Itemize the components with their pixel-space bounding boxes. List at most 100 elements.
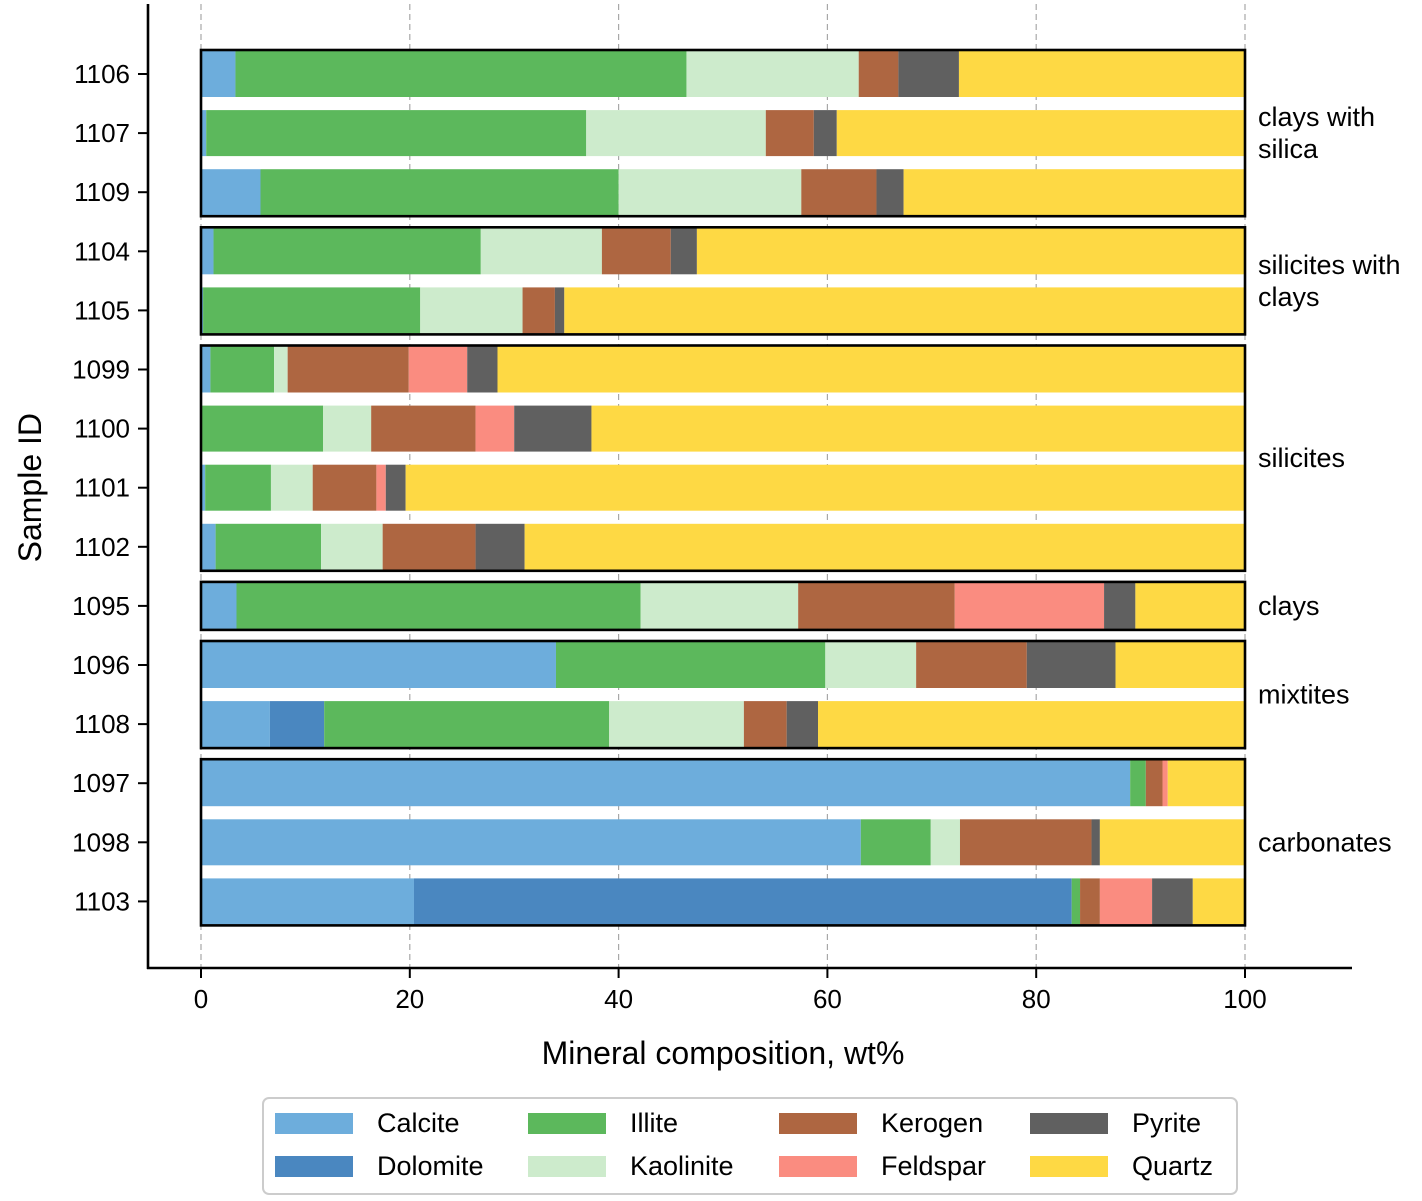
group-label-silicites-with-clays: silicites with clays bbox=[1258, 250, 1401, 312]
bar-1100-feldspar bbox=[475, 405, 515, 452]
bar-1095-kaolinite bbox=[640, 582, 799, 629]
legend-item-pyrite[interactable]: Pyrite bbox=[1030, 1108, 1201, 1138]
x-tick-label-0: 0 bbox=[194, 984, 208, 1014]
bar-1099-quartz bbox=[497, 346, 1246, 393]
bar-1101-illite bbox=[205, 464, 271, 511]
bar-1095-feldspar bbox=[954, 582, 1105, 629]
y-tick-label-1095: 1095 bbox=[72, 591, 130, 621]
legend-swatch-calcite bbox=[275, 1113, 353, 1134]
y-tick-label-1107: 1107 bbox=[74, 118, 130, 148]
y-tick-label-1100: 1100 bbox=[74, 414, 130, 444]
bar-1107-kaolinite bbox=[586, 110, 766, 157]
y-tick-label-1101: 1101 bbox=[74, 473, 130, 503]
bar-1095-illite bbox=[236, 582, 641, 629]
bar-1101-calcite bbox=[201, 464, 206, 511]
y-tick-label-1098: 1098 bbox=[72, 827, 130, 857]
legend-label-calcite: Calcite bbox=[377, 1108, 460, 1138]
bar-1107-kerogen bbox=[765, 110, 814, 157]
x-tick-label-80: 80 bbox=[1022, 984, 1051, 1014]
bar-1096-kerogen bbox=[916, 642, 1027, 688]
bar-1096-calcite bbox=[201, 642, 556, 688]
group-label-clays: clays bbox=[1258, 591, 1320, 621]
bar-1106-kaolinite bbox=[686, 51, 859, 97]
x-axis-title: Mineral composition, wt% bbox=[542, 1035, 905, 1071]
bar-1101-kaolinite bbox=[270, 464, 313, 511]
bar-1100-illite bbox=[202, 405, 324, 452]
bar-1108-dolomite bbox=[269, 701, 325, 748]
y-tick-label-1103: 1103 bbox=[74, 886, 130, 916]
legend[interactable]: Calcite Dolomite Illite Kaolinite Kerogen Fel… bbox=[262, 1097, 1238, 1195]
bar-1097-feldspar bbox=[1162, 760, 1168, 807]
legend-item-illite[interactable]: Illite bbox=[528, 1108, 678, 1138]
bar-1105-kerogen bbox=[522, 287, 555, 334]
bar-1108-quartz bbox=[818, 701, 1245, 748]
legend-label-pyrite: Pyrite bbox=[1132, 1108, 1201, 1138]
y-tick-label-1104: 1104 bbox=[74, 236, 130, 266]
legend-item-dolomite[interactable]: Dolomite bbox=[275, 1151, 484, 1181]
bar-1101-pyrite bbox=[385, 464, 406, 511]
group-label-carbonates: carbonates bbox=[1258, 827, 1392, 857]
group-box-clays bbox=[199, 580, 1247, 632]
bar-1097-illite bbox=[1130, 760, 1146, 807]
bar-1096-illite bbox=[555, 642, 826, 688]
bar-1109-kerogen bbox=[801, 169, 877, 216]
bar-1109-kaolinite bbox=[618, 169, 802, 216]
y-tick-label-1105: 1105 bbox=[74, 295, 130, 325]
legend-item-quartz[interactable]: Quartz bbox=[1030, 1151, 1213, 1181]
bar-1098-quartz bbox=[1099, 819, 1245, 866]
legend-item-feldspar[interactable]: Feldspar bbox=[779, 1151, 986, 1181]
bar-1103-pyrite bbox=[1152, 878, 1193, 925]
bar-1103-kerogen bbox=[1080, 878, 1100, 925]
bar-1095-pyrite bbox=[1104, 582, 1136, 629]
y-tick-label-1109: 1109 bbox=[74, 177, 130, 207]
y-axis-title: Sample ID bbox=[12, 413, 48, 562]
group-box-mixtites bbox=[199, 639, 1247, 750]
legend-item-calcite[interactable]: Calcite bbox=[275, 1108, 460, 1138]
bar-1109-illite bbox=[260, 169, 619, 216]
bar-1106-quartz bbox=[958, 51, 1245, 97]
bar-1109-pyrite bbox=[876, 169, 904, 216]
group-label-silicites: silicites bbox=[1258, 443, 1345, 473]
bar-1102-quartz bbox=[524, 523, 1245, 570]
bar-1099-feldspar bbox=[408, 346, 468, 393]
legend-swatch-kaolinite bbox=[528, 1156, 606, 1177]
bar-1099-illite bbox=[210, 346, 275, 393]
legend-label-kaolinite: Kaolinite bbox=[630, 1151, 734, 1181]
bar-1105-quartz bbox=[564, 287, 1245, 334]
group-boxes: clays with silica silicites with clays silic… bbox=[199, 48, 1401, 927]
bar-1099-pyrite bbox=[467, 346, 498, 393]
bar-1104-calcite bbox=[201, 228, 214, 275]
legend-item-kerogen[interactable]: Kerogen bbox=[779, 1108, 983, 1138]
y-tick-label-1097: 1097 bbox=[72, 768, 130, 798]
bar-1097-quartz bbox=[1167, 760, 1245, 807]
bar-1095-quartz bbox=[1135, 582, 1245, 629]
x-tick-label-40: 40 bbox=[604, 984, 633, 1014]
bar-1108-calcite bbox=[201, 701, 270, 748]
bar-1103-illite bbox=[1071, 878, 1081, 925]
bar-1097-kerogen bbox=[1145, 760, 1163, 807]
y-tick-label-1096: 1096 bbox=[72, 650, 130, 680]
bars bbox=[201, 51, 1246, 925]
legend-frame bbox=[262, 1097, 1238, 1195]
bar-1106-illite bbox=[235, 51, 687, 97]
bar-1098-pyrite bbox=[1091, 819, 1100, 866]
bar-1096-kaolinite bbox=[825, 642, 917, 688]
x-tick-label-60: 60 bbox=[813, 984, 842, 1014]
bar-1104-pyrite bbox=[670, 228, 697, 275]
bar-1106-kerogen bbox=[858, 51, 899, 97]
bar-1108-pyrite bbox=[786, 701, 819, 748]
bar-1109-calcite bbox=[201, 169, 261, 216]
bar-1100-quartz bbox=[591, 405, 1245, 452]
bar-1106-calcite bbox=[201, 51, 236, 97]
legend-swatch-dolomite bbox=[275, 1156, 353, 1177]
legend-item-kaolinite[interactable]: Kaolinite bbox=[528, 1151, 734, 1181]
bar-1096-quartz bbox=[1115, 642, 1245, 688]
bar-1104-quartz bbox=[696, 228, 1245, 275]
bar-1107-pyrite bbox=[813, 110, 837, 157]
bar-1108-kerogen bbox=[743, 701, 787, 748]
bar-1105-kaolinite bbox=[420, 287, 523, 334]
legend-swatch-kerogen bbox=[779, 1113, 857, 1134]
bar-1102-kaolinite bbox=[321, 523, 383, 570]
bar-1103-calcite bbox=[201, 878, 414, 925]
